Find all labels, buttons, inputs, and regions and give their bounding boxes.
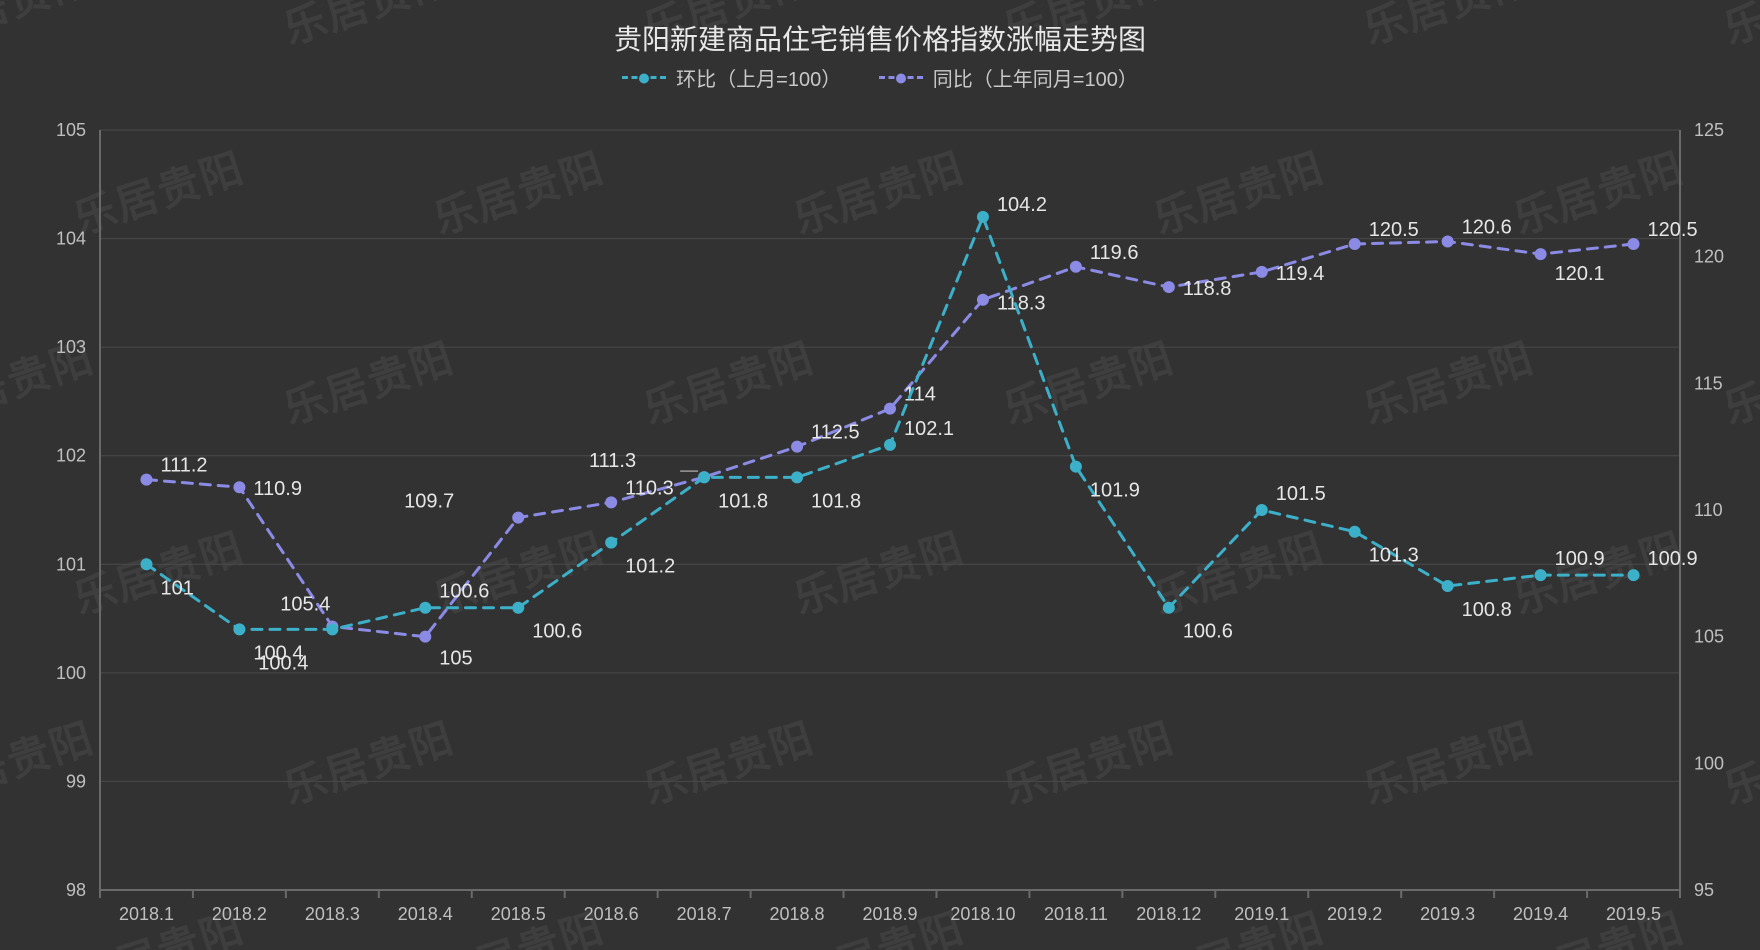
data-point-mom	[326, 623, 338, 635]
x-tick-label: 2018.11	[1044, 904, 1108, 924]
chart-svg: 98 99 100 101 102 103 104 105 95 100 105 110 115 120 1…	[0, 0, 1760, 950]
data-point-yoy	[605, 496, 617, 508]
data-label-mom: 100.9	[1648, 548, 1698, 570]
x-tick-label: 2019.5	[1606, 904, 1661, 924]
data-label-yoy: 105	[439, 648, 472, 670]
y-left-tick-label: 99	[66, 771, 86, 791]
x-tick-label: 2018.2	[212, 904, 267, 924]
y-right-tick-label: 120	[1694, 247, 1724, 267]
data-point-mom	[512, 602, 524, 614]
x-tick-label: 2018.4	[398, 904, 453, 924]
data-point-mom	[1349, 526, 1361, 538]
data-point-yoy	[1256, 266, 1268, 278]
data-label-yoy: 110.3	[625, 477, 674, 499]
data-point-mom	[1256, 504, 1268, 516]
data-label-yoy: 118.8	[1183, 278, 1232, 300]
data-point-mom	[791, 471, 803, 483]
data-point-yoy	[140, 474, 152, 486]
data-label-yoy: 112.5	[811, 422, 860, 444]
y-left-tick-label: 103	[56, 337, 86, 357]
data-point-yoy	[1349, 238, 1361, 250]
y-right-tick-label: 95	[1694, 880, 1714, 900]
data-point-mom	[1535, 569, 1547, 581]
data-label-mom: 101.9	[1090, 480, 1140, 502]
data-point-mom	[977, 211, 989, 223]
x-tick-label: 2018.7	[677, 904, 732, 924]
x-tick-label: 2018.1	[119, 904, 174, 924]
data-point-mom	[605, 537, 617, 549]
data-label-yoy: 119.4	[1276, 263, 1325, 285]
data-point-yoy	[419, 631, 431, 643]
y-left-tick-label: 98	[66, 880, 86, 900]
data-point-mom	[1628, 569, 1640, 581]
y-right-tick-label: 100	[1694, 753, 1724, 773]
data-point-yoy	[512, 512, 524, 524]
series-line-mom	[147, 217, 1634, 630]
y-right-tick-label: 110	[1694, 500, 1723, 520]
x-tick-label: 2018.5	[491, 904, 546, 924]
data-label-mom: 104.2	[997, 194, 1047, 216]
x-tick-label: 2018.6	[584, 904, 639, 924]
data-point-yoy	[1628, 238, 1640, 250]
data-label-yoy: 111.2	[160, 455, 207, 477]
data-label-yoy: 109.7	[404, 491, 454, 513]
y-right-tick-label: 125	[1694, 120, 1724, 140]
x-tick-label: 2018.12	[1136, 904, 1201, 924]
data-point-mom	[884, 439, 896, 451]
data-label-mom: 100.4	[258, 652, 308, 674]
y-left-tick-label: 104	[56, 229, 86, 249]
y-left-tick-label: 105	[56, 120, 86, 140]
data-point-mom	[1163, 602, 1175, 614]
data-label-mom: 101.8	[811, 490, 861, 512]
data-label-mom: 101.3	[1369, 545, 1419, 567]
data-label-mom: 101.5	[1276, 483, 1326, 505]
data-point-mom	[698, 471, 710, 483]
data-label-yoy: 120.5	[1369, 219, 1419, 241]
data-point-mom	[1442, 580, 1454, 592]
data-point-yoy	[977, 294, 989, 306]
x-tick-label: 2018.10	[950, 904, 1015, 924]
data-point-mom	[140, 558, 152, 570]
y-left-tick-label: 101	[56, 554, 86, 574]
data-label-yoy: 120.5	[1648, 219, 1698, 241]
data-label-yoy: 105.4	[280, 594, 330, 616]
x-tick-label: 2019.2	[1327, 904, 1382, 924]
data-label-mom: 102.1	[904, 418, 954, 440]
data-point-mom	[233, 623, 245, 635]
y-right-tick-label: 105	[1694, 627, 1724, 647]
y-right-tick-label: 115	[1694, 373, 1723, 393]
data-point-yoy	[884, 403, 896, 415]
data-point-yoy	[1442, 235, 1454, 247]
data-label-mom: 101.2	[625, 556, 675, 578]
data-label-yoy: 120.1	[1555, 263, 1605, 285]
data-point-yoy	[1070, 261, 1082, 273]
x-tick-label: 2018.8	[770, 904, 825, 924]
data-label-mom: 100.6	[439, 581, 489, 603]
data-point-yoy	[1535, 248, 1547, 260]
data-point-mom	[419, 602, 431, 614]
x-tick-label: 2019.4	[1513, 904, 1568, 924]
data-label-mom: 100.9	[1555, 548, 1605, 570]
data-label-yoy: 114	[904, 384, 936, 406]
data-label-mom: 100.8	[1462, 599, 1512, 621]
y-left-tick-label: 100	[56, 663, 86, 683]
y-left-tick-label: 102	[56, 446, 86, 466]
data-label-mom: 100.6	[532, 621, 582, 643]
data-label-yoy: 119.6	[1090, 242, 1139, 264]
data-label-yoy: 110.9	[253, 478, 302, 500]
data-point-mom	[1070, 461, 1082, 473]
data-point-yoy	[233, 481, 245, 493]
data-label-yoy: 111.3	[589, 450, 636, 472]
data-label-mom: 100.6	[1183, 621, 1233, 643]
x-tick-label: 2019.3	[1420, 904, 1475, 924]
data-label-mom: 101.8	[718, 490, 768, 512]
x-tick-label: 2018.3	[305, 904, 360, 924]
data-label-mom: 101	[160, 577, 193, 599]
data-label-yoy: 120.6	[1462, 216, 1512, 238]
x-tick-label: 2018.9	[862, 904, 917, 924]
data-label-yoy: 118.3	[997, 293, 1046, 315]
data-point-yoy	[791, 441, 803, 453]
data-point-yoy	[1163, 281, 1175, 293]
x-tick-label: 2019.1	[1234, 904, 1289, 924]
